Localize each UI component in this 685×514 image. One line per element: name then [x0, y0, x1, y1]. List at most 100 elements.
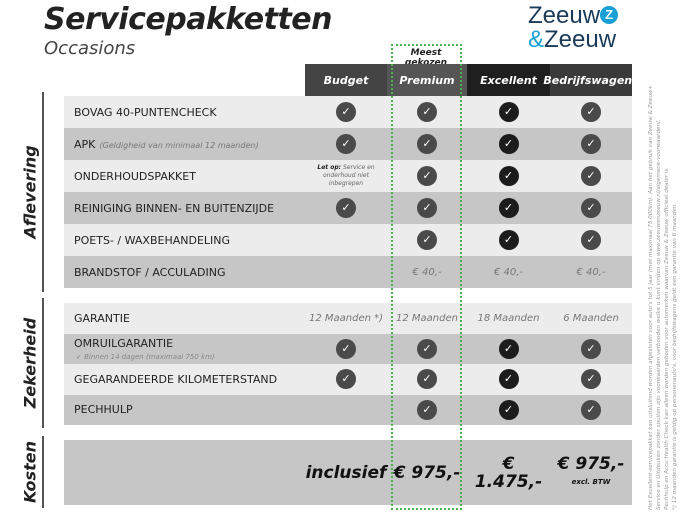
section-aflevering: Aflevering — [18, 92, 44, 292]
cell-budget: ✓ — [305, 334, 387, 365]
row-label-text: REINIGING BINNEN- EN BUITENZIJDE — [74, 201, 275, 215]
table-row: REINIGING BINNEN- EN BUITENZIJDE ✓ ✓ ✓ ✓ — [64, 192, 632, 224]
row-label-text: BRANDSTOF / ACCULADING — [74, 265, 226, 279]
row-label: APK (Geldigheid van minimaal 12 maanden) — [74, 138, 259, 151]
cell-budget — [305, 395, 387, 426]
cell-value: 6 Maanden — [563, 312, 619, 324]
row-label: POETS- / WAXBEHANDELING — [74, 234, 230, 247]
price-note: excl. BTW — [571, 477, 611, 486]
logo-amp: & — [528, 26, 545, 53]
check-icon: ✓ — [336, 198, 356, 218]
price: inclusief — [306, 464, 387, 482]
cell-bedrijfswagens: € 40,- — [550, 256, 632, 288]
row-label-text: ONDERHOUDSPAKKET — [74, 169, 196, 183]
cell-bedrijfswagens: ✓ — [550, 128, 632, 160]
column-header-bedrijfswagens: Bedrijfswagens — [543, 64, 639, 96]
cell-premium: ✓ — [387, 160, 467, 192]
table-row: POETS- / WAXBEHANDELING ✓ ✓ ✓ — [64, 224, 632, 256]
check-icon: ✓ — [498, 198, 519, 218]
footnote: Service en Uitdeuken zonder spuiten zijn… — [656, 119, 662, 510]
check-icon: ✓ — [581, 134, 601, 154]
cell-value: 12 Maanden *) — [308, 312, 384, 324]
price: € 975,- excl. BTW — [558, 455, 625, 491]
check-icon: ✓ — [498, 102, 519, 122]
cell-excellent: ✓ — [467, 364, 550, 395]
check-icon: ✓ — [581, 198, 601, 218]
check-icon: ✓ — [581, 166, 601, 186]
row-label-text: POETS- / WAXBEHANDELING — [74, 233, 231, 247]
row-subnote: ✓ Binnen 14 dagen (maximaal 750 km) — [76, 352, 215, 361]
cell-note: Let op: Service en onderhoud niet inbegr… — [309, 164, 383, 188]
price-value: inclusief — [305, 462, 387, 483]
check-icon: ✓ — [498, 369, 519, 390]
cell-premium: ✓ — [387, 364, 467, 395]
footnote: Het Excellent-servicepakket kan uitsluit… — [648, 84, 654, 510]
row-label: GEGARANDEERDE KILOMETERSTAND — [74, 373, 277, 386]
cell-excellent: ✓ — [467, 160, 550, 192]
check-icon: ✓ — [581, 102, 601, 122]
cell-bedrijfswagens: ✓ — [550, 334, 632, 365]
row-label-text: GARANTIE — [74, 311, 130, 325]
check-icon: ✓ — [417, 166, 437, 186]
column-header-premium: Premium — [387, 64, 467, 96]
cell-premium: € 975,- — [387, 440, 467, 505]
page-subtitle: Occasions — [44, 38, 136, 59]
table-row: GEGARANDEERDE KILOMETERSTAND ✓ ✓ ✓ ✓ — [64, 364, 632, 395]
page-title: Servicepakketten — [44, 2, 333, 37]
table-row: PECHHULP ✓ ✓ ✓ — [64, 394, 632, 426]
column-header-excellent: Excellent — [467, 64, 550, 96]
row-label: GARANTIE — [74, 312, 130, 325]
row-label-text: BOVAG 40-PUNTENCHECK — [74, 105, 217, 119]
cell-excellent: 18 Maanden — [467, 303, 550, 334]
section-title: Aflevering — [20, 145, 40, 239]
cell-budget — [305, 224, 387, 256]
section-title: Zekerheid — [20, 317, 40, 409]
table-row: inclusief € 975,- € 1.475,- € 975,- excl. BT… — [64, 440, 632, 505]
cell-excellent: € 40,- — [467, 256, 550, 288]
row-label-text: PECHHULP — [74, 403, 133, 417]
check-icon: ✓ — [498, 134, 519, 154]
cell-bedrijfswagens: € 975,- excl. BTW — [550, 440, 632, 505]
footnote: *) 12 maanden garantie is geldig op pers… — [672, 202, 678, 510]
section-zekerheid: Zekerheid — [18, 298, 44, 428]
cell-excellent: ✓ — [467, 334, 550, 365]
cell-bedrijfswagens: ✓ — [550, 192, 632, 224]
logo-text: Zeeuw — [528, 2, 601, 29]
cell-value: 18 Maanden — [477, 312, 540, 324]
row-label-text: GEGARANDEERDE KILOMETERSTAND — [74, 372, 278, 386]
cell-excellent: € 1.475,- — [467, 440, 550, 505]
row-label-text: APK — [74, 137, 96, 151]
section-title: Kosten — [20, 441, 40, 503]
logo-z-icon: Z — [600, 6, 619, 24]
check-icon: ✓ — [498, 338, 519, 359]
cell-budget: ✓ — [305, 364, 387, 395]
cell-budget: ✓ — [305, 192, 387, 224]
price: € 1.475,- — [467, 455, 550, 491]
price-value: € 975,- — [393, 462, 461, 483]
check-icon: ✓ — [417, 399, 437, 420]
table-row: BRANDSTOF / ACCULADING € 40,- € 40,- € 40,- — [64, 256, 632, 288]
check-icon: ✓ — [581, 369, 601, 390]
logo-text-2: Zeeuw — [544, 26, 617, 53]
cell-budget: 12 Maanden *) — [305, 303, 387, 334]
cell-premium: ✓ — [387, 334, 467, 365]
table-row: OMRUILGARANTIE ✓ Binnen 14 dagen (maximaa… — [64, 333, 632, 365]
cell-budget: ✓ — [305, 96, 387, 128]
cell-excellent: ✓ — [467, 192, 550, 224]
footnote: Pechhulp en Accu Health Check kan alleen… — [664, 166, 670, 510]
cell-premium: ✓ — [387, 192, 467, 224]
logo: Zeeuw Z &Zeeuw — [528, 2, 619, 53]
cell-bedrijfswagens: ✓ — [550, 96, 632, 128]
price-value: € 975,- — [557, 453, 625, 474]
row-note: (Geldigheid van minimaal 12 maanden) — [99, 140, 259, 150]
most-chosen-badge: Meest gekozen — [404, 48, 448, 68]
check-icon: ✓ — [581, 230, 601, 250]
footnotes: Het Excellent-servicepakket kan uitsluit… — [647, 70, 679, 510]
cell-budget: inclusief — [305, 440, 387, 505]
cell-value: € 40,- — [412, 266, 442, 278]
cell-value: € 40,- — [576, 266, 606, 278]
cell-premium: € 40,- — [387, 256, 467, 288]
column-header-budget: Budget — [305, 64, 387, 96]
section-kosten: Kosten — [18, 436, 44, 508]
note-bold: Let op: — [317, 164, 342, 171]
